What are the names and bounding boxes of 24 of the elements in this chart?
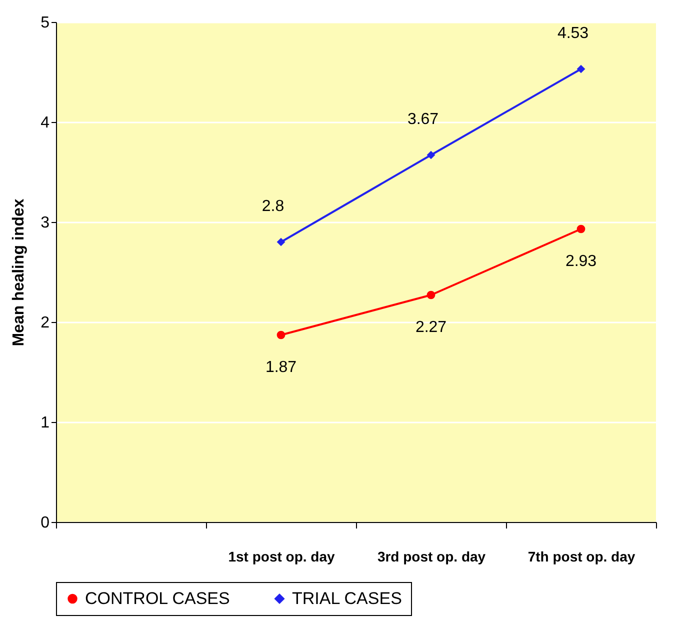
y-axis-title: Mean healing index bbox=[10, 198, 28, 346]
data-label: 1.87 bbox=[265, 359, 297, 376]
y-tick-label: 1 bbox=[40, 414, 50, 432]
y-tick-label: 3 bbox=[40, 214, 50, 232]
point bbox=[276, 330, 286, 340]
point bbox=[276, 238, 286, 246]
legend-label: TRIAL CASES bbox=[292, 588, 402, 608]
x-tick-label: 7th post op. day bbox=[528, 548, 636, 564]
y-tick-label: 5 bbox=[40, 14, 50, 32]
x-tick-label: 1st post op. day bbox=[228, 548, 335, 564]
point bbox=[576, 64, 586, 74]
point bbox=[576, 224, 586, 234]
data-label: 4.53 bbox=[557, 25, 589, 42]
data-label: 3.67 bbox=[407, 111, 439, 128]
data-label: 2.8 bbox=[262, 198, 284, 215]
point bbox=[426, 150, 436, 160]
data-label: 2.27 bbox=[415, 319, 447, 336]
y-tick-label: 2 bbox=[40, 314, 50, 332]
data-label: 2.93 bbox=[565, 253, 597, 270]
point bbox=[426, 290, 436, 300]
x-tick-label: 3rd post op. day bbox=[377, 548, 486, 564]
legend-label: CONTROL CASES bbox=[85, 588, 230, 608]
y-tick-label: 0 bbox=[40, 514, 50, 532]
y-tick-label: 4 bbox=[40, 114, 50, 132]
